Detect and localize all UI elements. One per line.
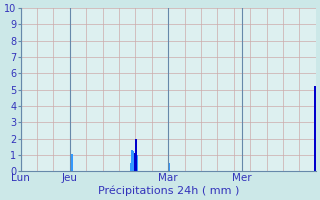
Bar (137, 155, 138, 171)
Bar (131, 150, 133, 171)
Bar (71, 154, 73, 171)
Bar (130, 163, 131, 171)
Bar (133, 151, 134, 171)
Bar (134, 153, 135, 171)
Bar (135, 139, 137, 171)
X-axis label: Précipitations 24h ( mm ): Précipitations 24h ( mm ) (98, 185, 239, 196)
Bar (70, 141, 71, 171)
Bar (315, 86, 316, 171)
Bar (168, 163, 170, 171)
